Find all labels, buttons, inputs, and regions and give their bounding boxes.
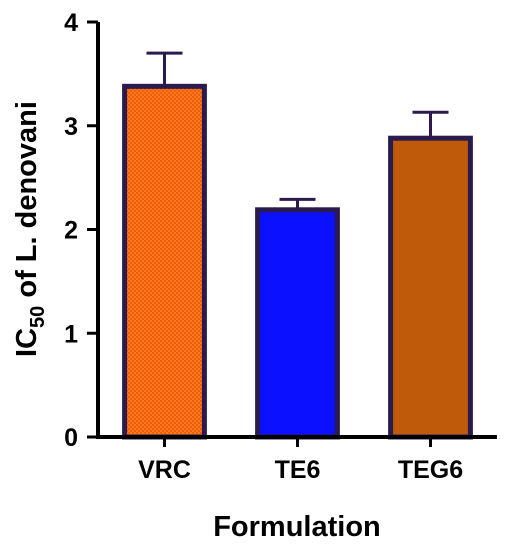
y-axis-label-main: IC [11,328,43,357]
y-ticks-layer: 0 1 2 3 4 [64,9,98,452]
x-tick-label-vrc: VRC [138,456,191,484]
error-bars-layer [146,51,449,210]
y-tick-label-4: 4 [64,9,78,37]
bar-te6 [255,207,340,440]
y-axis-label-rest: of L. denovani [11,101,43,306]
x-tick-label-te6: TE6 [275,456,321,484]
y-axis-label: IC50 of L. denovani [11,101,49,357]
y-tick-label-1: 1 [64,320,78,348]
bar-teg6 [388,135,473,440]
x-axis-label: Formulation [213,511,381,543]
x-ticks-layer: VRC TE6 TEG6 [138,437,463,484]
bar-vrc [122,83,207,440]
y-tick-label-0: 0 [64,424,78,452]
bars-layer [122,83,473,440]
y-axis-label-subscript: 50 [27,306,49,328]
y-tick-label-3: 3 [64,113,78,141]
x-tick-label-teg6: TEG6 [398,456,463,484]
y-tick-label-2: 2 [64,217,78,245]
